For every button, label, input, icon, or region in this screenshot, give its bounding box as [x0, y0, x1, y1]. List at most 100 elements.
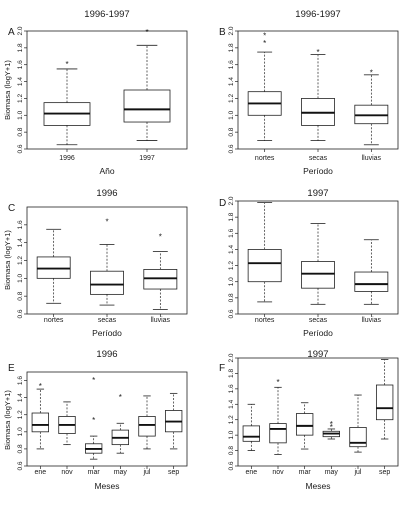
outlier-marker: * — [316, 48, 319, 57]
box-secas: * secas — [90, 217, 124, 324]
x-tick-label: nortes — [255, 155, 275, 162]
iqr-box — [269, 423, 287, 444]
y-tick-label: 1.6 — [228, 60, 235, 69]
x-tick-label: nortes — [44, 317, 64, 324]
y-tick-label: 1.6 — [228, 384, 235, 393]
box-nortes: ** nortes — [247, 31, 282, 162]
x-tick-label: may — [325, 469, 339, 476]
outlier-marker: * — [370, 68, 373, 77]
panel-letter: C — [8, 203, 15, 214]
y-tick-label: 0.6 — [228, 461, 235, 470]
y-tick-label: 1.4 — [228, 245, 235, 254]
panel-b: 0.6 0.8 1.0 1.2 1.4 1.6 1.8 2.0 1996-1997 B Períod… — [219, 9, 399, 176]
y-tick-label: 1.8 — [228, 43, 235, 52]
box-may: **may — [322, 420, 341, 476]
y-tick-label: 1.0 — [228, 277, 235, 286]
y-axis-label: Biomasa (logY+1) — [3, 230, 12, 290]
plot-frame — [26, 371, 188, 467]
y-tick-label: 2.0 — [17, 26, 24, 35]
box-nov: nov — [58, 401, 76, 476]
y-tick-label: 1.0 — [17, 110, 24, 119]
iqr-box — [354, 271, 389, 292]
panel-e: 0.6 0.8 1.0 1.2 1.4 1.6 1996 E Biomasa (logY+1) M… — [3, 349, 188, 491]
y-tick-label: 1.0 — [228, 430, 235, 439]
x-tick-label: 1996 — [59, 155, 75, 162]
outlier-marker: * — [92, 416, 95, 425]
panel-letter: F — [219, 363, 225, 374]
y-tick-label: 1.8 — [228, 212, 235, 221]
y-tick-label: 1.6 — [17, 376, 24, 385]
y-tick-label: 1.4 — [228, 77, 235, 86]
y-tick-label: 1.0 — [17, 427, 24, 436]
y-tick-label: 0.8 — [17, 127, 24, 136]
y-tick-label: 1.4 — [17, 77, 24, 86]
outlier-marker: * — [276, 378, 279, 387]
iqr-box — [90, 270, 124, 295]
x-axis-label: Período — [303, 328, 333, 338]
y-tick-label: 2.0 — [228, 26, 235, 35]
x-tick-label: nov — [61, 469, 73, 476]
y-axis-label: Biomasa (logY+1) — [3, 390, 12, 450]
panel-title: 1996 — [96, 349, 117, 360]
y-tick-label: 1.0 — [228, 110, 235, 119]
iqr-box — [138, 416, 156, 437]
iqr-box — [247, 249, 282, 283]
y-tick-label: 0.8 — [228, 446, 235, 455]
plot-frame — [237, 357, 399, 467]
box-1997: * 1997 — [123, 28, 171, 162]
iqr-box — [242, 425, 260, 442]
box-jul: jul — [349, 394, 367, 476]
x-tick-label: lluvias — [151, 317, 171, 324]
x-tick-label: mar — [88, 469, 101, 476]
y-tick-label: 1.2 — [228, 415, 235, 424]
panel-d: 0.6 0.8 1.0 1.2 1.4 1.6 1.8 2.0 1997 D Período nort… — [219, 188, 399, 338]
panel-letter: E — [8, 363, 15, 374]
x-tick-label: nortes — [255, 317, 275, 324]
x-tick-label: may — [114, 469, 128, 476]
x-tick-label: ene — [245, 469, 257, 476]
outlier-marker: * — [330, 420, 333, 429]
outlier-marker: * — [92, 376, 95, 385]
box-mar: * * mar — [85, 376, 103, 476]
box-ene: ene — [242, 403, 260, 476]
x-tick-label: ene — [34, 469, 46, 476]
panel-title: 1997 — [307, 349, 328, 360]
panel-letter: D — [219, 198, 226, 209]
y-tick-label: 1.4 — [228, 399, 235, 408]
iqr-box — [31, 412, 49, 433]
iqr-box — [349, 427, 367, 448]
y-tick-label: 0.6 — [17, 461, 24, 470]
y-tick-label: 1.2 — [17, 256, 24, 265]
box-jul: jul — [138, 395, 156, 476]
x-tick-label: lluvias — [362, 155, 382, 162]
y-tick-label: 0.8 — [228, 293, 235, 302]
x-axis-label: Período — [92, 328, 122, 338]
x-axis-label: Año — [99, 166, 114, 176]
outlier-marker: * — [105, 217, 108, 226]
x-tick-label: lluvias — [362, 317, 382, 324]
iqr-box — [301, 261, 335, 289]
y-tick-label: 1.2 — [228, 261, 235, 270]
x-tick-label: sep — [379, 469, 390, 476]
iqr-box — [375, 384, 394, 421]
outlier-marker: * — [39, 382, 42, 391]
y-tick-label: 2.0 — [228, 196, 235, 205]
box-mar: mar — [295, 402, 314, 476]
y-tick-label: 1.6 — [17, 220, 24, 229]
y-tick-label: 1.4 — [17, 393, 24, 402]
x-axis-label: Período — [303, 166, 333, 176]
y-tick-label: 0.6 — [17, 309, 24, 318]
box-nortes: nortes — [36, 228, 71, 324]
panel-a: 0.6 0.8 1.0 1.2 1.4 1.6 1.8 2.0 1996-1997 A Biomas… — [3, 9, 188, 176]
outlier-marker: * — [263, 31, 266, 40]
panel-title: 1996 — [96, 188, 117, 199]
panel-title: 1996-1997 — [84, 9, 129, 20]
y-tick-label: 2.0 — [228, 353, 235, 362]
panel-c: 0.6 0.8 1.0 1.2 1.4 1.6 1996 C Biomasa (logY+1) P… — [3, 188, 188, 338]
box-nov: * nov — [269, 378, 287, 476]
y-tick-label: 0.8 — [17, 444, 24, 453]
y-tick-label: 1.4 — [17, 238, 24, 247]
outlier-marker: * — [65, 60, 68, 69]
